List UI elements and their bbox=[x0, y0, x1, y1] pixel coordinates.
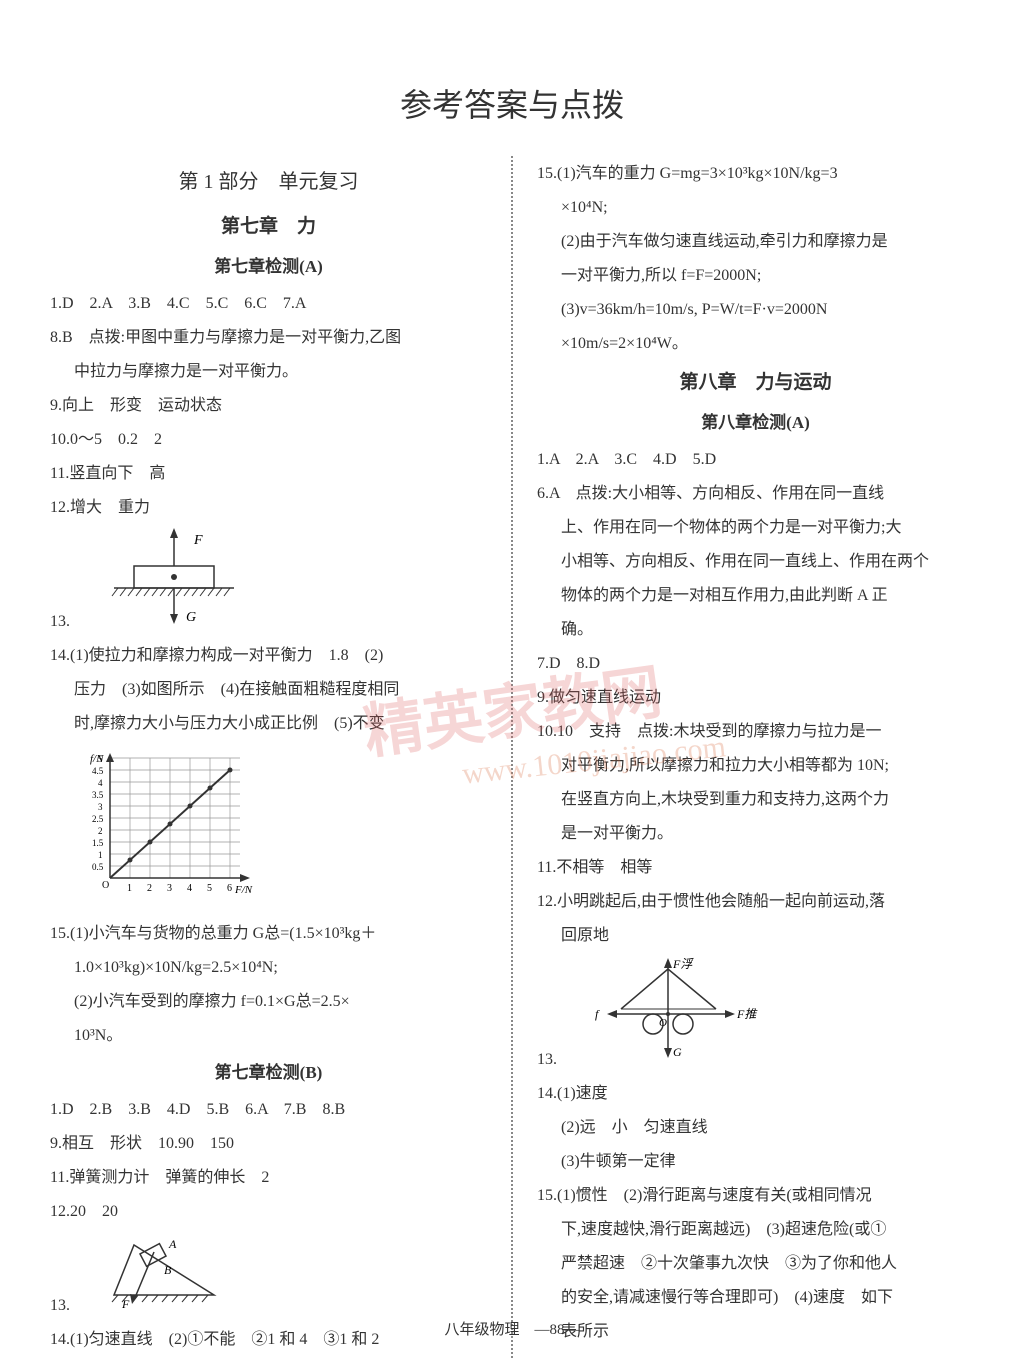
answer-line: (3)牛顿第一定律 bbox=[537, 1146, 974, 1178]
svg-text:f: f bbox=[595, 1007, 600, 1021]
svg-text:1: 1 bbox=[98, 850, 103, 860]
svg-text:F: F bbox=[193, 533, 203, 548]
column-divider bbox=[511, 156, 513, 1358]
answer-line: 小相等、方向相反、作用在同一直线上、作用在两个 bbox=[537, 546, 974, 578]
answer-line: (3)v=36km/h=10m/s, P=W/t=F·v=2000N bbox=[537, 294, 974, 326]
answer-line: ×10⁴N; bbox=[537, 192, 974, 224]
svg-text:O: O bbox=[102, 880, 109, 891]
incline-diagram: A B F bbox=[104, 1297, 234, 1314]
answer-line: 上、作用在同一个物体的两个力是一对平衡力;大 bbox=[537, 512, 974, 544]
svg-text:4: 4 bbox=[187, 883, 192, 894]
answer-line: 1.A 2.A 3.C 4.D 5.D bbox=[537, 444, 974, 476]
answer-line: 是一对平衡力。 bbox=[537, 818, 974, 850]
answer-line: 在竖直方向上,木块受到重力和支持力,这两个力 bbox=[537, 784, 974, 816]
answer-line: 11.弹簧测力计 弹簧的伸长 2 bbox=[50, 1162, 487, 1194]
answer-line: 9.做匀速直线运动 bbox=[537, 682, 974, 714]
answer-line: 对平衡力,所以摩擦力和拉力大小相等都为 10N; bbox=[537, 750, 974, 782]
answer-line: 12.小明跳起后,由于惯性他会随船一起向前运动,落 bbox=[537, 886, 974, 918]
answer-line: 9.向上 形变 运动状态 bbox=[50, 390, 487, 422]
answer-line: 6.A 点拨:大小相等、方向相反、作用在同一直线 bbox=[537, 478, 974, 510]
svg-text:3: 3 bbox=[98, 802, 103, 812]
answer-line: ×10m/s=2×10⁴W。 bbox=[537, 328, 974, 360]
chapter-7-title: 第七章 力 bbox=[50, 208, 487, 246]
answer-line: 11.不相等 相等 bbox=[537, 852, 974, 884]
answer-13b-label: 13. A B F bbox=[50, 1230, 487, 1322]
force-diagram-block: F G bbox=[104, 613, 244, 630]
svg-text:A: A bbox=[168, 1237, 177, 1251]
answer-line: 1.D 2.B 3.B 4.D 5.B 6.A 7.B 8.B bbox=[50, 1094, 487, 1126]
label-text: 13. bbox=[537, 1051, 557, 1068]
svg-text:G: G bbox=[673, 1045, 682, 1059]
svg-text:3.5: 3.5 bbox=[92, 790, 104, 800]
answer-line: (2)远 小 匀速直线 bbox=[537, 1112, 974, 1144]
svg-text:2: 2 bbox=[98, 826, 103, 836]
svg-text:F/N: F/N bbox=[234, 884, 253, 896]
answer-line: 一对平衡力,所以 f=F=2000N; bbox=[537, 260, 974, 292]
answer-line: 9.相互 形状 10.90 150 bbox=[50, 1128, 487, 1160]
page-title: 参考答案与点拨 bbox=[50, 80, 974, 126]
left-column: 第 1 部分 单元复习 第七章 力 第七章检测(A) 1.D 2.A 3.B 4… bbox=[50, 156, 487, 1358]
answer-line: 8.B 点拨:甲图中重力与摩擦力是一对平衡力,乙图 bbox=[50, 322, 487, 354]
svg-text:O: O bbox=[659, 1017, 667, 1029]
answer-line: 回原地 bbox=[537, 920, 974, 952]
answer-line: 下,速度越快,滑行距离越远) (3)超速危险(或① bbox=[537, 1214, 974, 1246]
answer-line: 中拉力与摩擦力是一对平衡力。 bbox=[50, 356, 487, 388]
answer-line: 1.0×10³kg)×10N/kg=2.5×10⁴N; bbox=[50, 952, 487, 984]
svg-text:G: G bbox=[186, 610, 196, 625]
svg-text:6: 6 bbox=[227, 883, 232, 894]
label-text: 13. bbox=[50, 1297, 70, 1314]
answer-line: 7.D 8.D bbox=[537, 648, 974, 680]
svg-text:2.5: 2.5 bbox=[92, 814, 104, 824]
test-7a-title: 第七章检测(A) bbox=[50, 250, 487, 284]
svg-text:5: 5 bbox=[207, 883, 212, 894]
svg-text:F: F bbox=[121, 1297, 130, 1310]
answer-line: 压力 (3)如图所示 (4)在接触面粗糙程度相同 bbox=[50, 674, 487, 706]
svg-text:1: 1 bbox=[127, 883, 132, 894]
answer-line: 15.(1)惯性 (2)滑行距离与速度有关(或相同情况 bbox=[537, 1180, 974, 1212]
two-column-layout: 第 1 部分 单元复习 第七章 力 第七章检测(A) 1.D 2.A 3.B 4… bbox=[50, 156, 974, 1358]
right-column: 15.(1)汽车的重力 G=mg=3×10³kg×10N/kg=3 ×10⁴N;… bbox=[537, 156, 974, 1358]
answer-line: 11.竖直向下 高 bbox=[50, 458, 487, 490]
answer-line: 14.(1)使拉力和摩擦力构成一对平衡力 1.8 (2) bbox=[50, 640, 487, 672]
label-text: 13. bbox=[50, 613, 70, 630]
answer-line: 1.D 2.A 3.B 4.C 5.C 6.C 7.A bbox=[50, 288, 487, 320]
svg-text:3: 3 bbox=[167, 883, 172, 894]
svg-text:0.5: 0.5 bbox=[92, 862, 104, 872]
answer-13c-label: 13. F浮 G f F bbox=[537, 954, 974, 1076]
answer-line: 12.增大 重力 bbox=[50, 492, 487, 524]
answer-line: 12.20 20 bbox=[50, 1196, 487, 1228]
svg-text:2: 2 bbox=[147, 883, 152, 894]
page-footer: 八年级物理 —88— bbox=[0, 1318, 1024, 1339]
answer-line: 物体的两个力是一对相互作用力,由此判断 A 正 bbox=[537, 580, 974, 612]
svg-text:4: 4 bbox=[98, 778, 103, 788]
svg-text:1.5: 1.5 bbox=[92, 838, 104, 848]
answer-line: 10.10 支持 点拨:木块受到的摩擦力与拉力是一 bbox=[537, 716, 974, 748]
answer-13-label: 13. F bbox=[50, 526, 487, 638]
chapter-8-title: 第八章 力与运动 bbox=[537, 364, 974, 402]
answer-line: (2)小汽车受到的摩擦力 f=0.1×G总=2.5× bbox=[50, 986, 487, 1018]
svg-text:4.5: 4.5 bbox=[92, 766, 104, 776]
answer-line: 的安全,请减速慢行等合理即可) (4)速度 如下 bbox=[537, 1282, 974, 1314]
bicycle-force-diagram: F浮 G f F推 O bbox=[591, 1051, 761, 1068]
answer-line: 15.(1)汽车的重力 G=mg=3×10³kg×10N/kg=3 bbox=[537, 158, 974, 190]
friction-force-chart: f/N F/N O 12 34 56 0.51 1.52 2.53 3.54 4… bbox=[80, 748, 487, 910]
answer-line: 时,摩擦力大小与压力大小成正比例 (5)不变 bbox=[50, 708, 487, 740]
svg-text:F浮: F浮 bbox=[672, 957, 694, 971]
svg-text:F推: F推 bbox=[736, 1007, 758, 1021]
svg-text:5: 5 bbox=[98, 754, 103, 764]
svg-text:B: B bbox=[164, 1263, 172, 1277]
answer-line: 10³N。 bbox=[50, 1020, 487, 1052]
part-1-title: 第 1 部分 单元复习 bbox=[50, 162, 487, 202]
answer-line: 确。 bbox=[537, 614, 974, 646]
answer-line: 10.0～5 0.2 2 bbox=[50, 424, 487, 456]
answer-line: 14.(1)速度 bbox=[537, 1078, 974, 1110]
answer-line: 15.(1)小汽车与货物的总重力 G总=(1.5×10³kg＋ bbox=[50, 918, 487, 950]
answer-line: 严禁超速 ②十次肇事九次快 ③为了你和他人 bbox=[537, 1248, 974, 1280]
test-7b-title: 第七章检测(B) bbox=[50, 1056, 487, 1090]
answer-line: (2)由于汽车做匀速直线运动,牵引力和摩擦力是 bbox=[537, 226, 974, 258]
test-8a-title: 第八章检测(A) bbox=[537, 406, 974, 440]
